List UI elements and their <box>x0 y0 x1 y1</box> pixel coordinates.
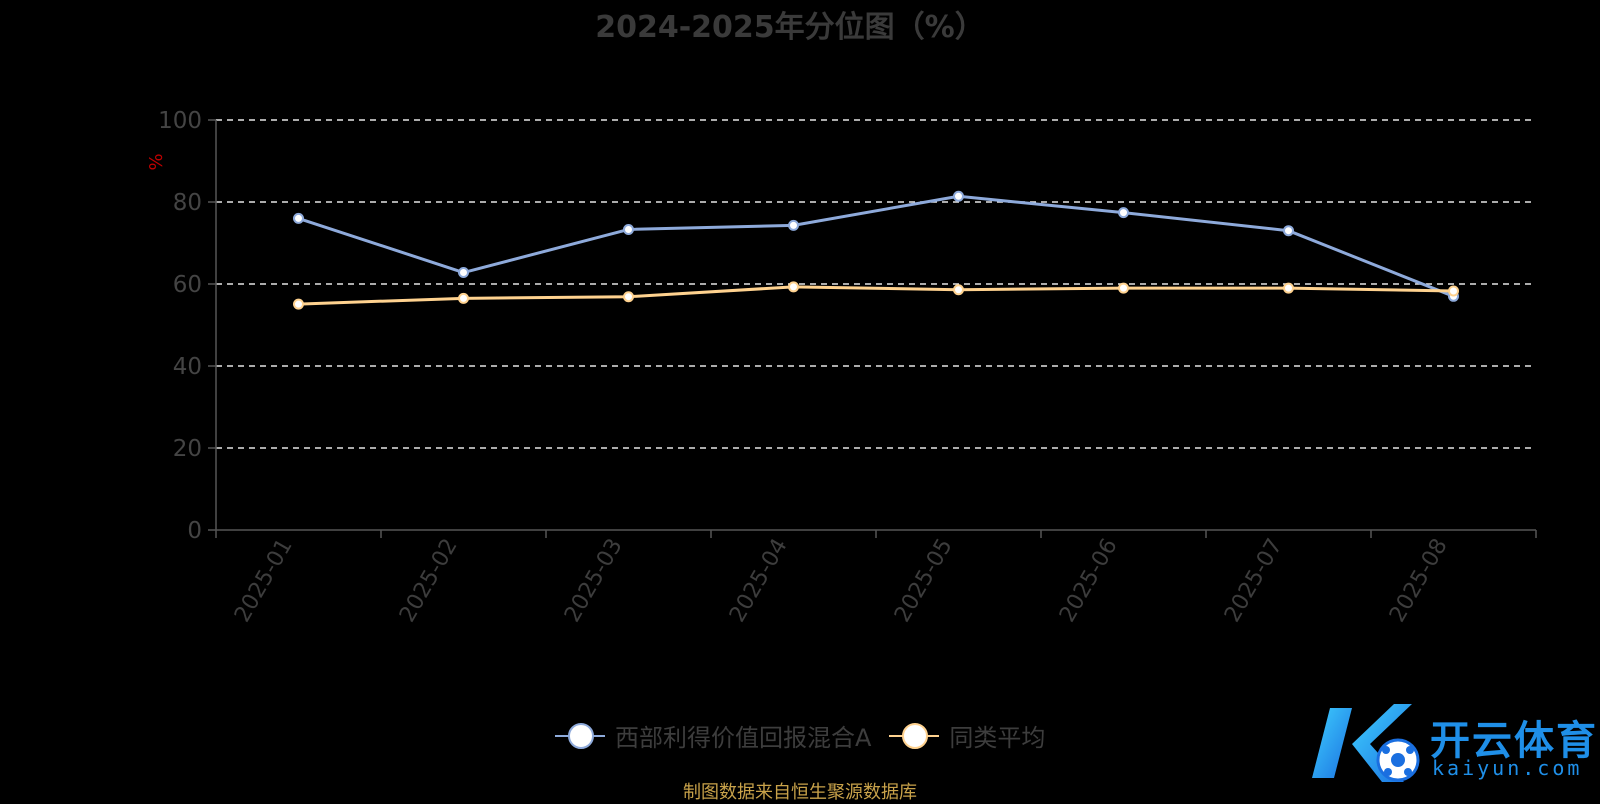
series-layer <box>293 190 1459 310</box>
x-tick-label: 2025-05 <box>890 535 958 627</box>
x-tick-label: 2025-02 <box>395 535 463 627</box>
legend-label-average: 同类平均 <box>949 724 1046 752</box>
legend-item-fund[interactable]: 西部利得价值回报混合A <box>555 718 871 753</box>
data-point[interactable] <box>953 190 964 202</box>
logo-text: 开云体育 <box>1430 718 1598 764</box>
grid-lines <box>216 119 1536 449</box>
legend-swatch-average <box>889 722 940 749</box>
axes: 0 20 40 60 80 100% 2025-01 2025-02 2025-03 2025-0… <box>146 108 1537 627</box>
x-tick-label: 2025-04 <box>725 535 793 627</box>
y-tick-label: 20 <box>173 436 202 462</box>
legend-label-fund: 西部利得价值回报混合A <box>615 724 872 752</box>
x-tick-label: 2025-07 <box>1220 535 1288 627</box>
chart-title: 2024-2025年分位图（%） <box>595 10 985 45</box>
y-tick-label: 100 <box>158 108 202 134</box>
data-point[interactable] <box>293 298 304 310</box>
data-point[interactable] <box>1283 282 1294 294</box>
x-tick-label: 2025-08 <box>1385 535 1453 627</box>
legend-swatch-fund <box>555 722 605 749</box>
data-point[interactable] <box>458 292 469 304</box>
brand-logo: 开云体育 kaiyun.com <box>1312 698 1596 788</box>
data-point[interactable] <box>1118 282 1129 294</box>
logo-mark-icon <box>1312 704 1420 782</box>
data-point[interactable] <box>788 281 799 293</box>
data-point[interactable] <box>623 223 634 235</box>
data-point[interactable] <box>788 219 799 231</box>
source-note: 制图数据来自恒生聚源数据库 <box>683 782 917 803</box>
legend-item-average[interactable]: 同类平均 <box>889 718 1045 753</box>
x-tick-label: 2025-01 <box>230 535 298 627</box>
data-point[interactable] <box>1118 207 1129 219</box>
legend: 西部利得价值回报混合A 同类平均 <box>555 718 1045 753</box>
x-tick-label: 2025-03 <box>560 535 628 627</box>
y-tick-label: 40 <box>173 354 202 380</box>
data-point[interactable] <box>293 212 304 224</box>
data-point[interactable] <box>953 284 964 296</box>
x-tick-label: 2025-06 <box>1055 535 1123 627</box>
data-point[interactable] <box>623 291 634 303</box>
y-tick-label: 80 <box>173 190 202 216</box>
y-tick-label: 60 <box>173 272 202 298</box>
data-point[interactable] <box>1448 285 1459 297</box>
y-axis-label: % <box>146 153 167 170</box>
y-tick-label: 0 <box>187 518 202 544</box>
logo-subtext: kaiyun.com <box>1432 756 1583 780</box>
series-line-1 <box>298 285 1454 306</box>
data-point[interactable] <box>1283 225 1294 237</box>
series-line-0 <box>298 194 1455 298</box>
data-point[interactable] <box>458 267 469 279</box>
